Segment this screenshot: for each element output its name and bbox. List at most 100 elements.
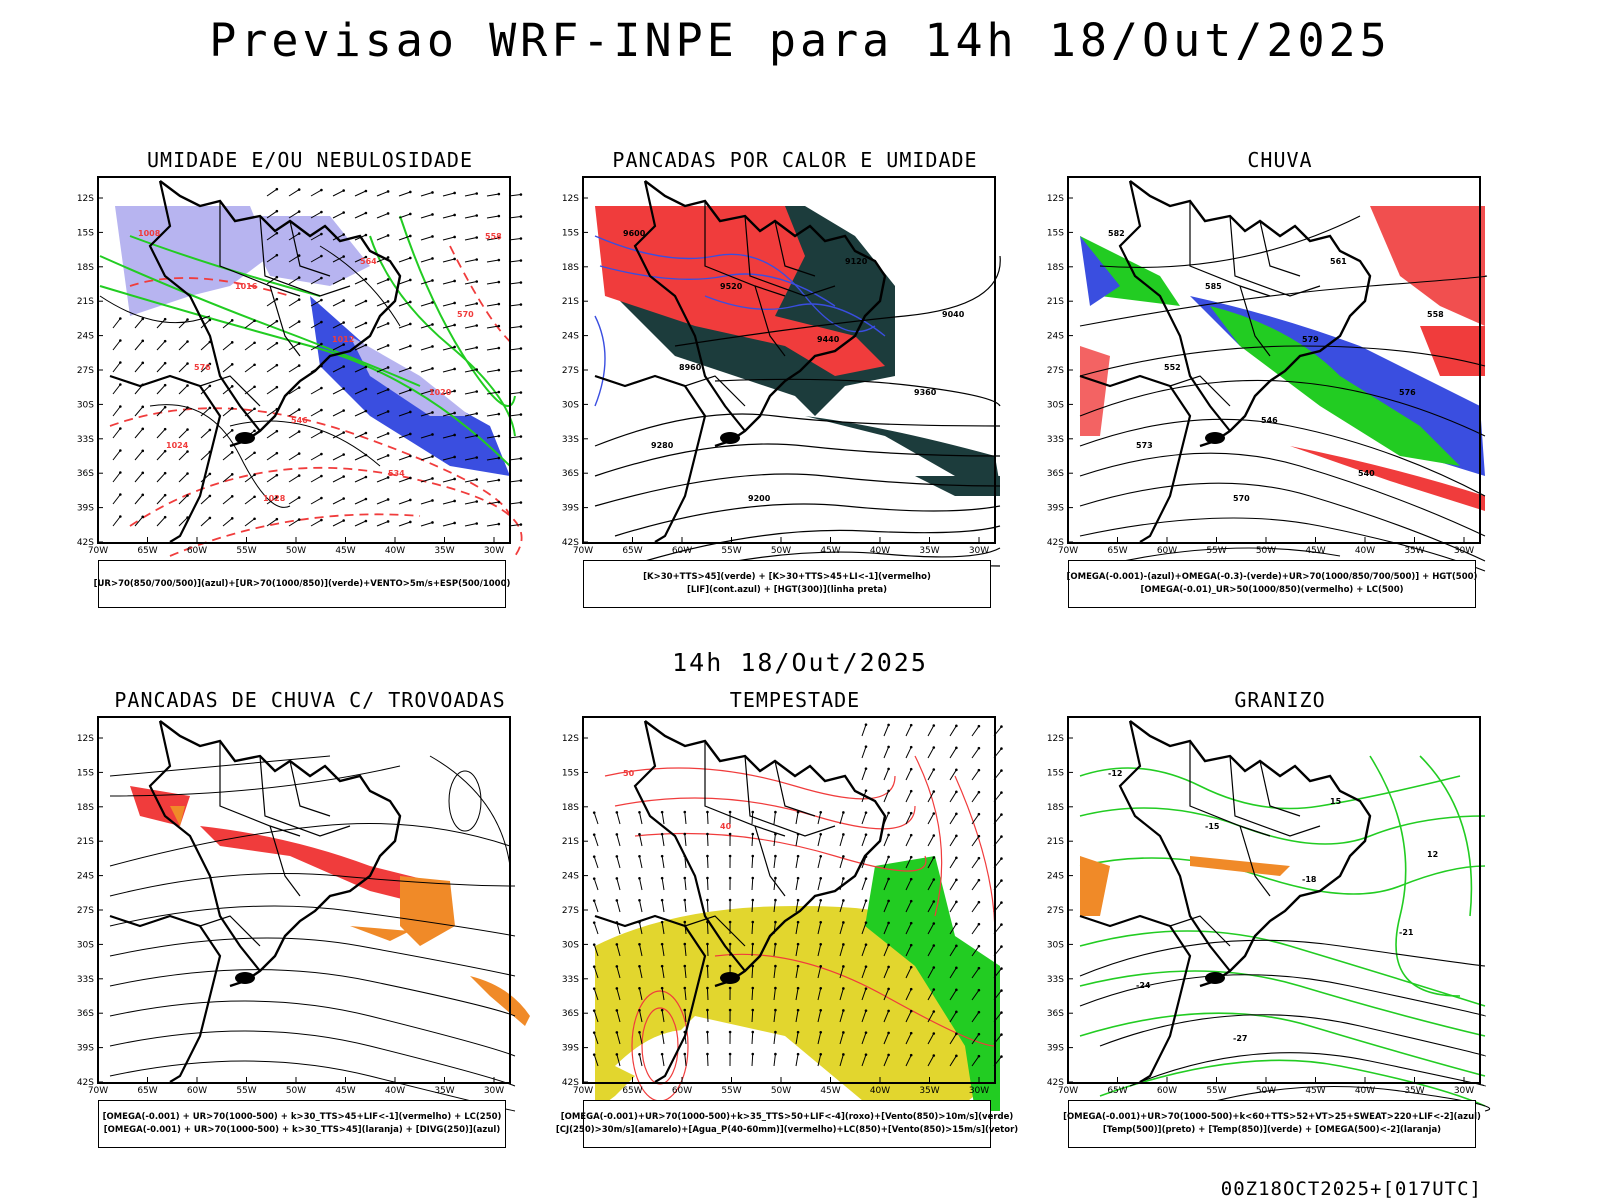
wind-arrow-head (683, 898, 687, 902)
wind-arrow (222, 319, 233, 329)
wind-arrow (971, 791, 980, 803)
wind-arrow (949, 1033, 957, 1045)
wind-arrow (134, 472, 144, 483)
wind-arrow-head (519, 391, 523, 394)
streamlines (109, 755, 516, 1112)
wind-arrow-head (660, 832, 664, 836)
wind-arrow-head (909, 855, 913, 859)
wind-arrow-head (364, 343, 368, 347)
wind-arrow (773, 1032, 776, 1045)
wind-arrow (949, 923, 957, 935)
wind-arrow (442, 500, 455, 505)
wind-arrow-head (163, 317, 167, 321)
wind-arrow-head (1000, 725, 1003, 728)
lat-label: 24S (77, 872, 94, 882)
wind-arrow (706, 833, 709, 847)
wind-arrow (751, 1009, 754, 1023)
panel-title: TEMPESTADE (729, 688, 861, 712)
wind-arrow-head (342, 255, 345, 258)
wind-arrow-head (297, 430, 301, 433)
wind-arrow-head (431, 257, 434, 260)
wind-arrow (332, 520, 344, 527)
wind-arrow-head (932, 812, 936, 815)
wind-arrow (420, 389, 433, 395)
state-border (774, 220, 816, 277)
wind-arrow-head (774, 964, 777, 968)
wind-arrow (684, 988, 687, 1001)
wind-arrow-head (186, 384, 189, 387)
wind-arrow-head (409, 322, 412, 326)
wind-arrow-head (386, 498, 390, 501)
wind-arrow (949, 791, 957, 803)
wind-arrow (332, 388, 344, 395)
wind-arrow-head (475, 346, 479, 349)
wind-arrow-head (208, 406, 212, 410)
wind-arrow-head (275, 451, 279, 455)
wind-arrow-head (409, 234, 412, 238)
wind-arrow (486, 281, 499, 285)
wind-arrow (839, 1054, 844, 1067)
wind-arrow-head (774, 1030, 777, 1034)
wind-arrow-head (706, 1008, 709, 1012)
map-rain: 582 585 579 576 573 570 561 558 552 546 540 12S 15S… (1047, 176, 1488, 572)
contour-labels: 9600 9520 9440 9360 9280 9200 9120 9040 8960 (623, 229, 965, 503)
wind-arrow (222, 363, 233, 373)
lagoon (1205, 432, 1225, 444)
wind-arrow (464, 259, 477, 263)
wind-arrow-head (955, 768, 958, 772)
wind-arrow (332, 410, 344, 417)
state-border (704, 201, 786, 297)
legend-line: [OMEGA(-0.001)+UR>70(1000-500)+k<60+TTS>… (1063, 1112, 1481, 1122)
wind-arrow-head (497, 390, 501, 394)
country-border (1079, 374, 1192, 543)
wind-arrow (638, 988, 643, 1001)
longitude-labels: 70W 65W 60W 55W 50W 45W 40W 35W 30W (1058, 1077, 1474, 1096)
lat-label: 30S (77, 400, 94, 410)
lat-label: 24S (1047, 332, 1064, 342)
wind-arrow (288, 409, 300, 417)
wind-arrow (861, 1010, 867, 1023)
wind-arrow-head (475, 214, 479, 217)
wind-arrow-head (864, 965, 868, 968)
wind-arrow (266, 430, 278, 439)
wind-arrow (354, 432, 367, 439)
lon-label: 45W (1305, 546, 1325, 556)
wind-arrow (442, 522, 455, 527)
wind-arrow-head (519, 193, 523, 196)
wind-arrow-head (909, 1009, 913, 1013)
wind-arrow (773, 856, 776, 869)
wind-arrow (684, 834, 687, 847)
wind-arrow-head (497, 412, 501, 416)
wind-arrow-head (519, 413, 523, 416)
wind-arrow-head (955, 1054, 958, 1058)
wind-arrow-head (887, 745, 890, 749)
wind-arrow-head (638, 1052, 641, 1056)
wind-arrow-head (497, 192, 501, 196)
wind-arrow-head (751, 1008, 755, 1012)
wind-arrow-head (932, 878, 936, 881)
coastline (594, 720, 887, 1083)
wind-arrow (376, 301, 389, 307)
wind-arrow-head (977, 834, 981, 838)
lat-label: 12S (1047, 734, 1064, 744)
wind-arrow-head (431, 213, 434, 216)
wind-arrow (442, 324, 455, 329)
rain-areas (1080, 206, 1485, 511)
wind-arrow (861, 812, 867, 825)
lat-label: 30S (1047, 400, 1064, 410)
wind-arrow-head (186, 362, 189, 365)
wind-arrow (376, 213, 389, 219)
wind-arrow (593, 922, 599, 935)
wind-arrow-head (932, 834, 936, 837)
panel-convective-heat: PANCADAS POR CALOR E UMIDADE 9600 9520 94 (555, 148, 1025, 648)
wind-arrow-head (119, 427, 122, 430)
wind-arrow-head (977, 878, 981, 882)
lagoon (720, 432, 740, 444)
wind-arrow-head (1000, 923, 1003, 926)
wind-arrow (244, 474, 255, 483)
wind-arrow-head (706, 898, 709, 902)
coastline (109, 720, 402, 1083)
contour-label: 9440 (817, 335, 840, 344)
wind-arrow-head (342, 453, 345, 456)
wind-arrow-head (519, 237, 523, 240)
